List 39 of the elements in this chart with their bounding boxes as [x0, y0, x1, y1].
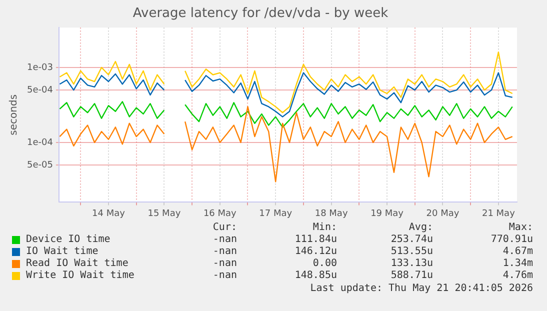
legend-label: Device IO time	[25, 234, 112, 246]
text: 513.55u	[390, 246, 433, 258]
x-tick-label: 19 May	[370, 208, 404, 219]
text: Max:	[508, 222, 533, 234]
x-tick-label: 15 May	[148, 208, 182, 219]
text: -nan	[212, 246, 237, 258]
y-tick-label: 1e-04	[26, 138, 54, 148]
text: 588.71u	[390, 270, 433, 282]
text: 0.00	[312, 258, 337, 270]
y-tick-label: 5e-05	[26, 160, 53, 170]
text: 133.13u	[390, 258, 433, 270]
text: 111.84u	[294, 234, 337, 246]
legend-label: Write IO Wait time	[25, 270, 136, 282]
x-tick-label: 16 May	[203, 208, 238, 219]
x-tick-label: 20 May	[426, 208, 460, 219]
text: 4.76m	[502, 270, 533, 282]
text: -nan	[212, 234, 237, 246]
text: Min:	[312, 222, 337, 234]
y-tick-label: 5e-04	[26, 85, 54, 96]
text: 770.91u	[490, 234, 533, 246]
text: Last update: Thu May 21 20:41:05 2026	[310, 283, 533, 294]
text: -nan	[212, 270, 237, 282]
text: 1.34m	[502, 258, 533, 270]
x-tick-label: 21 May	[482, 208, 516, 219]
x-tick-label: 14 May	[92, 208, 126, 219]
text: 148.85u	[294, 270, 337, 282]
legend-label: Read IO Wait time	[25, 258, 130, 270]
text: -nan	[212, 258, 237, 270]
text: 4.67m	[502, 246, 533, 258]
text: Cur:	[212, 222, 237, 234]
x-tick-label: 18 May	[314, 208, 348, 219]
text: 146.12u	[294, 246, 337, 258]
legend-label: IO Wait time	[25, 246, 100, 258]
y-tick-label: 1e-03	[26, 62, 53, 73]
chart-title: Average latency for /dev/vda - by week	[132, 6, 389, 22]
y-axis-title: seconds	[8, 94, 20, 136]
text: 253.74u	[390, 234, 433, 246]
text: Avg:	[408, 222, 433, 234]
x-tick-label: 17 May	[259, 208, 293, 219]
